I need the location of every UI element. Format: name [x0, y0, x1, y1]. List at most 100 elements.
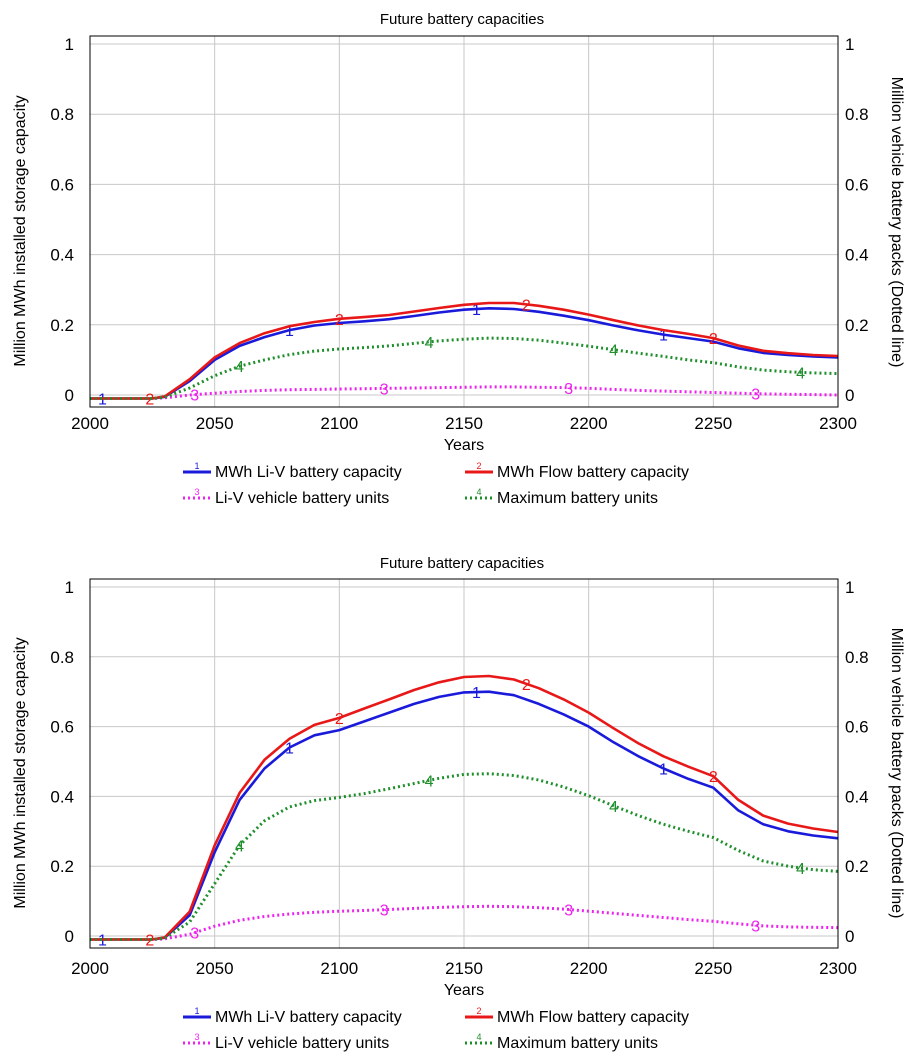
series-marker-3: 3	[564, 381, 573, 398]
legend-item-1: 1 MWh Li-V battery capacity	[183, 461, 402, 481]
series-line-4	[90, 772, 839, 941]
legend-marker: 4	[476, 487, 481, 497]
grid	[89, 579, 839, 948]
series-marker-1: 1	[285, 741, 294, 758]
y-tick-label-left: 0.8	[50, 648, 74, 667]
x-tick-label: 2150	[445, 959, 483, 978]
y-tick-label-right: 0	[845, 927, 854, 946]
series-marker-3: 3	[751, 918, 760, 935]
y-tick-label-left: 0.2	[50, 857, 74, 876]
y-tick-labels-left: 0 0.2 0.4 0.6 0.8 1	[50, 578, 74, 946]
x-tick-label: 2200	[570, 959, 608, 978]
legend-marker: 4	[476, 1032, 481, 1042]
series-marker-1: 1	[472, 685, 481, 702]
series-line-1	[90, 690, 839, 941]
legend-label: MWh Li-V battery capacity	[215, 464, 402, 481]
x-tick-label: 2100	[320, 959, 358, 978]
series-marker-2: 2	[335, 312, 344, 329]
series-marker-4: 4	[425, 335, 434, 352]
x-tick-label: 2150	[445, 414, 483, 433]
x-tick-label: 2050	[196, 414, 234, 433]
series-layer: 1 1 1 1 2 2 2 2 3 3 3 3 4 4 4 4	[90, 674, 839, 949]
legend-marker: 3	[194, 487, 199, 497]
x-tick-label: 2250	[694, 959, 732, 978]
y-tick-labels-left: 0 0.2 0.4 0.6 0.8 1	[50, 35, 74, 405]
series-marker-1: 1	[472, 302, 481, 319]
x-tick-label: 2100	[320, 414, 358, 433]
series-marker-3: 3	[564, 903, 573, 920]
series-marker-4: 4	[235, 838, 244, 855]
y-tick-label-right: 1	[845, 578, 854, 597]
legend-marker: 2	[476, 1006, 481, 1016]
legend-item-2: 2 MWh Flow battery capacity	[465, 1006, 689, 1026]
y-tick-label-right: 0.6	[845, 718, 869, 737]
series-line-3	[90, 385, 839, 400]
legend: 1 MWh Li-V battery capacity 2 MWh Flow batt…	[183, 1006, 689, 1052]
y-tick-labels-right: 0 0.2 0.4 0.6 0.8 1	[845, 35, 869, 405]
y-tick-label-right: 0.2	[845, 857, 869, 876]
series-marker-4: 4	[425, 773, 434, 790]
series-marker-1: 1	[285, 323, 294, 340]
series-line-4	[90, 336, 839, 400]
y-tick-label-right: 1	[845, 35, 854, 54]
series-marker-3: 3	[751, 387, 760, 404]
chart-title: Future battery capacities	[380, 11, 544, 28]
chart-title: Future battery capacities	[380, 555, 544, 572]
legend-label: MWh Flow battery capacity	[497, 1009, 689, 1026]
legend-item-3: 3 Li-V vehicle battery units	[183, 1032, 389, 1052]
series-line-2	[90, 301, 839, 400]
series-marker-2: 2	[709, 769, 718, 786]
series-marker-4: 4	[235, 359, 244, 376]
series-marker-2: 2	[145, 932, 154, 949]
y-axis-label-left: Million MWh installed storage capacity	[12, 637, 29, 908]
y-tick-label-left: 0.8	[50, 105, 74, 124]
y-tick-label-right: 0	[845, 386, 854, 405]
series-marker-2: 2	[522, 297, 531, 314]
x-tick-label: 2000	[71, 959, 109, 978]
x-axis-label: Years	[444, 437, 484, 454]
y-tick-label-left: 0	[65, 927, 74, 946]
series-marker-1: 1	[98, 932, 107, 949]
legend-item-2: 2 MWh Flow battery capacity	[465, 461, 689, 481]
series-marker-1: 1	[98, 392, 107, 409]
series-marker-1: 1	[659, 328, 668, 345]
legend-label: Li-V vehicle battery units	[215, 490, 389, 507]
legend-marker: 1	[194, 1006, 199, 1016]
series-line-2	[90, 674, 839, 941]
y-tick-label-right: 0.8	[845, 105, 869, 124]
y-tick-label-left: 0.2	[50, 316, 74, 335]
series-marker-4: 4	[609, 343, 618, 360]
x-tick-labels: 2000 2050 2100 2150 2200 2250 2300	[71, 959, 857, 978]
y-tick-label-left: 0.4	[50, 787, 74, 806]
y-tick-label-left: 1	[65, 578, 74, 597]
x-axis-label: Years	[444, 982, 484, 999]
x-tick-labels: 2000 2050 2100 2150 2200 2250 2300	[71, 414, 857, 433]
legend-item-4: 4 Maximum battery units	[465, 487, 658, 507]
y-tick-label-right: 0.2	[845, 316, 869, 335]
y-tick-label-left: 0.6	[50, 175, 74, 194]
legend-item-1: 1 MWh Li-V battery capacity	[183, 1006, 402, 1026]
series-marker-4: 4	[796, 365, 805, 382]
x-tick-label: 2200	[570, 414, 608, 433]
y-tick-label-left: 1	[65, 35, 74, 54]
legend-item-3: 3 Li-V vehicle battery units	[183, 487, 389, 507]
legend-marker: 1	[194, 461, 199, 471]
x-tick-label: 2300	[819, 959, 857, 978]
x-tick-label: 2300	[819, 414, 857, 433]
legend-label: MWh Flow battery capacity	[497, 464, 689, 481]
legend-label: Maximum battery units	[497, 490, 658, 507]
legend: 1 MWh Li-V battery capacity 2 MWh Flow batt…	[183, 461, 689, 507]
y-tick-labels-right: 0 0.2 0.4 0.6 0.8 1	[845, 578, 869, 946]
series-marker-3: 3	[380, 903, 389, 920]
series-line-1	[90, 307, 839, 400]
plot-frame	[89, 578, 839, 949]
y-tick-label-left: 0.6	[50, 718, 74, 737]
series-marker-3: 3	[190, 926, 199, 943]
x-tick-label: 2000	[71, 414, 109, 433]
legend-label: MWh Li-V battery capacity	[215, 1009, 402, 1026]
series-marker-3: 3	[190, 388, 199, 405]
legend-label: Li-V vehicle battery units	[215, 1035, 389, 1052]
y-tick-label-left: 0	[65, 386, 74, 405]
legend-label: Maximum battery units	[497, 1035, 658, 1052]
